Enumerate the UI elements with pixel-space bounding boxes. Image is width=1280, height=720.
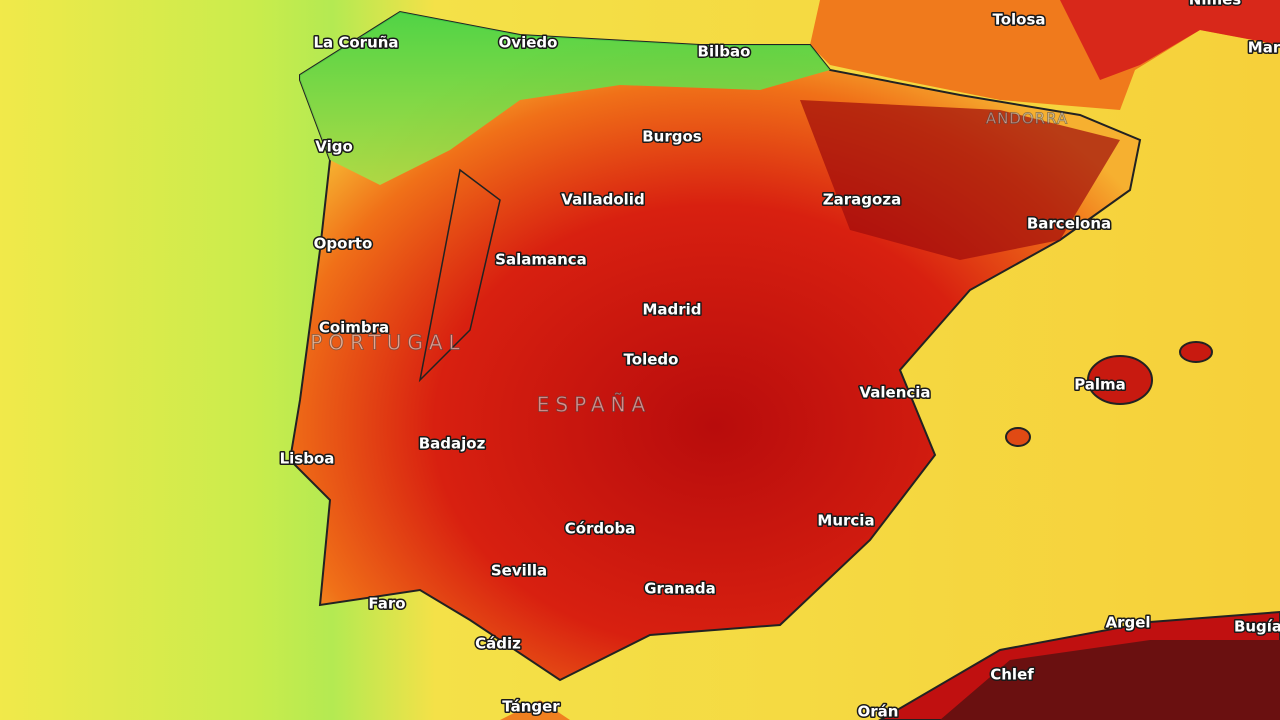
- city-label: La Coruña: [313, 34, 398, 52]
- city-label: Bugía: [1234, 618, 1280, 636]
- city-label: Zaragoza: [823, 191, 901, 209]
- city-label: Tánger: [502, 698, 560, 716]
- country-label: ESPAÑA: [537, 393, 651, 417]
- city-label: Vigo: [315, 138, 353, 156]
- city-label: Bilbao: [698, 43, 751, 61]
- ibiza: [1005, 427, 1031, 447]
- city-label: Badajoz: [419, 435, 486, 453]
- city-label: Madrid: [642, 301, 701, 319]
- city-label: Tolosa: [992, 11, 1045, 29]
- city-label: Palma: [1074, 376, 1126, 394]
- city-label: Valladolid: [561, 191, 644, 209]
- city-label: Granada: [644, 580, 716, 598]
- city-label: Mar: [1248, 39, 1280, 57]
- france-south: [1060, 0, 1280, 80]
- city-label: Faro: [368, 595, 405, 613]
- country-label: ANDORRA: [986, 110, 1068, 128]
- city-label: Nîmes: [1189, 0, 1241, 9]
- city-label: Murcia: [817, 512, 874, 530]
- city-label: Oviedo: [499, 34, 558, 52]
- morocco: [500, 700, 570, 720]
- city-label: Valencia: [859, 384, 930, 402]
- city-label: Córdoba: [565, 520, 636, 538]
- north-coast: [300, 12, 830, 185]
- city-label: Toledo: [624, 351, 679, 369]
- city-label: Oporto: [314, 235, 373, 253]
- city-label: Burgos: [642, 128, 702, 146]
- city-label: Cádiz: [475, 635, 521, 653]
- border: [418, 168, 501, 383]
- city-label: Sevilla: [491, 562, 547, 580]
- city-label: Coimbra: [319, 319, 389, 337]
- city-label: Lisboa: [280, 450, 335, 468]
- country-label: PORTUGAL: [310, 331, 465, 355]
- city-label: Chlef: [990, 666, 1034, 684]
- menorca: [1179, 341, 1213, 363]
- ebro-heat: [800, 100, 1120, 260]
- africa-inland: [940, 640, 1280, 720]
- city-label: Salamanca: [495, 251, 587, 269]
- city-label: Barcelona: [1027, 215, 1111, 233]
- city-label: Orán: [858, 703, 899, 720]
- city-label: Argel: [1105, 614, 1150, 632]
- mallorca: [1087, 355, 1153, 405]
- labels: La Coruña Oviedo Bilbao Tolosa Nîmes Mar Burgo…: [278, 0, 1280, 720]
